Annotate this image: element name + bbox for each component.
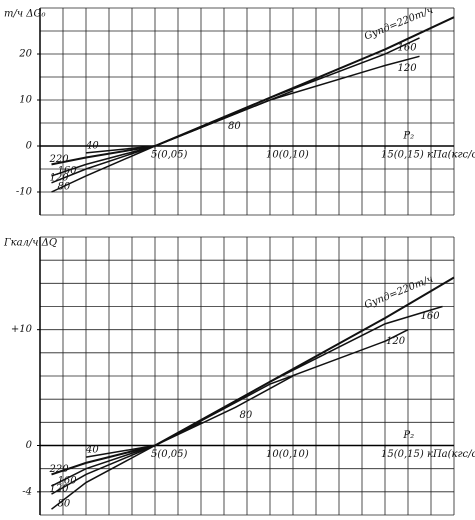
series-label: 120 (398, 63, 418, 74)
x-tick-label: 15(0,15) кПа(кгс/см²) (381, 449, 475, 460)
series-line (85, 126, 202, 154)
series-label: 220 (49, 464, 70, 475)
series-label: 40 (85, 140, 99, 151)
series-line (51, 305, 443, 487)
x-tick-label: 15(0,15) кПа(кгс/см²) (381, 150, 475, 161)
series-line (51, 328, 409, 495)
y-tick-label: 10 (19, 95, 32, 106)
y-tick-label: 0 (26, 440, 33, 451)
series-line (51, 37, 420, 177)
x-tick-label: 5(0,05) (151, 150, 188, 161)
annotation: Gупд=220т/ч (363, 274, 435, 312)
y-axis-label: Гкал/ч ΔQ (3, 238, 57, 249)
y-tick-label: -4 (22, 486, 32, 497)
series-label: 80 (58, 499, 71, 510)
series-line (51, 16, 455, 166)
annotation: Gупд=220т/ч (363, 5, 435, 43)
series-line (85, 421, 202, 458)
y-tick-label: +10 (11, 324, 33, 335)
series-label: 160 (58, 476, 78, 487)
series-label: 80 (228, 121, 241, 132)
series-label: 160 (421, 311, 441, 322)
y-axis-label: т/ч ΔG₀ (4, 9, 45, 20)
y-tick-label: -10 (16, 187, 33, 198)
series-label: 120 (50, 484, 70, 495)
series-label: 80 (58, 182, 71, 193)
y-tick-label: 20 (18, 49, 32, 60)
x-tick-label: 10(0,10) (266, 150, 309, 161)
series-label: 120 (386, 336, 406, 347)
x-axis-label: P₂ (402, 131, 414, 142)
y-tick-label: 0 (26, 141, 33, 152)
series-line (51, 375, 294, 510)
series-label: 120 (50, 172, 70, 183)
x-tick-label: 10(0,10) (266, 449, 309, 460)
x-tick-label: 5(0,05) (151, 449, 188, 460)
series-label: 220 (49, 154, 70, 165)
series-label: 160 (58, 165, 78, 176)
series-line (51, 55, 420, 184)
series-label: 80 (240, 410, 253, 421)
series-label: 40 (85, 445, 99, 456)
series-label: 160 (398, 42, 418, 53)
x-axis-label: P₂ (402, 430, 414, 441)
